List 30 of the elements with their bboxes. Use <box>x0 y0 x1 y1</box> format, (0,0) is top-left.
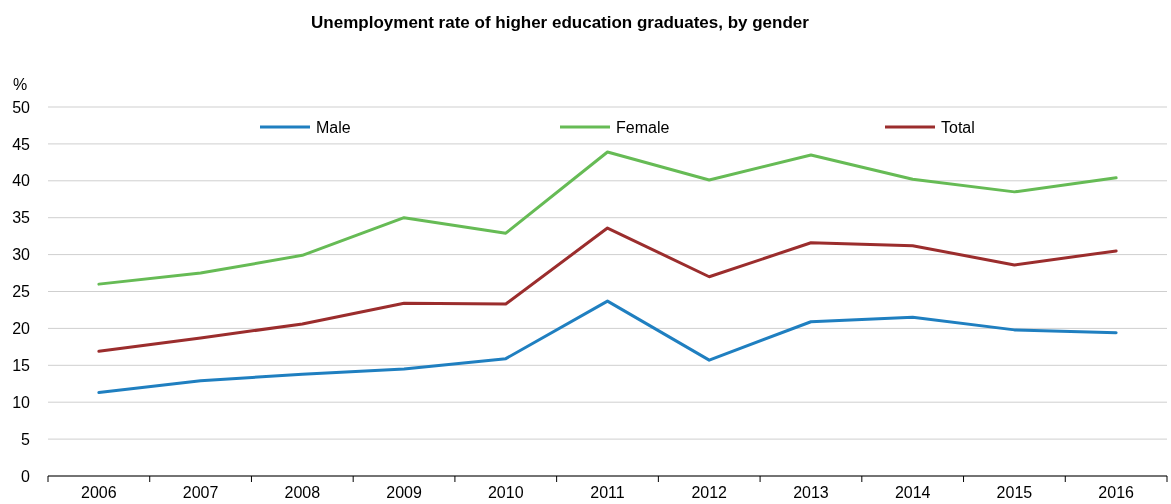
x-tick-label: 2013 <box>793 484 829 501</box>
x-tick-label: 2014 <box>894 484 931 501</box>
y-tick-label: 20 <box>12 320 31 337</box>
chart-title: Unemployment rate of higher education graduates, by gender <box>311 13 810 32</box>
legend-label: Total <box>941 118 975 136</box>
y-tick-label: 35 <box>12 209 31 227</box>
y-tick-label: 30 <box>12 246 31 264</box>
y-tick-label: 50 <box>12 98 31 116</box>
legend-label: Female <box>616 118 670 136</box>
y-tick-label: 45 <box>12 135 31 153</box>
x-tick-label: 2008 <box>284 484 321 501</box>
x-tick-label: 2006 <box>81 484 117 501</box>
x-tick-label: 2010 <box>487 484 524 501</box>
x-tick-label: 2012 <box>691 484 728 501</box>
y-tick-label: 5 <box>21 430 31 448</box>
x-tick-label: 2016 <box>1098 484 1135 501</box>
y-tick-label: 15 <box>12 356 31 374</box>
y-tick-label: 25 <box>12 283 31 301</box>
x-tick-label: 2015 <box>996 484 1033 501</box>
x-tick-label: 2009 <box>386 484 422 501</box>
y-axis-title: % <box>12 76 28 93</box>
y-tick-label: 0 <box>21 467 31 485</box>
x-tick-label: 2011 <box>590 484 625 501</box>
y-tick-label: 10 <box>12 393 31 411</box>
legend-label: Male <box>316 118 351 136</box>
line-series <box>97 299 1118 395</box>
line-series <box>97 150 1118 286</box>
x-tick-label: 2007 <box>182 484 219 501</box>
y-tick-label: 40 <box>12 172 31 190</box>
line-series <box>97 226 1118 353</box>
